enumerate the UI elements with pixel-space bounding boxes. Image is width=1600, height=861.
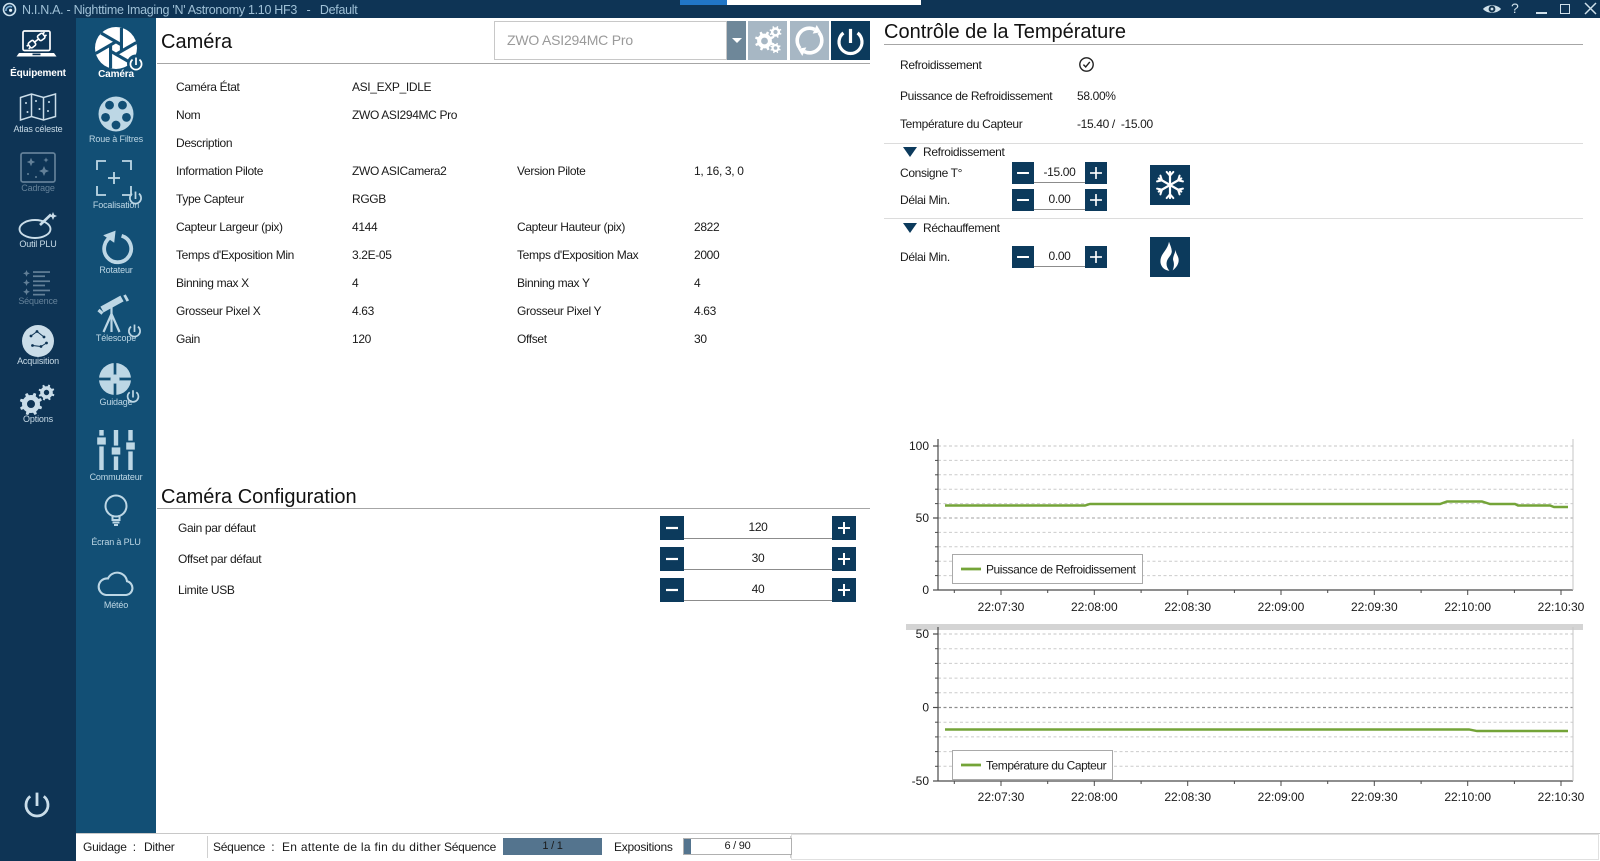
svg-text:Puissance de Refroidissement: Puissance de Refroidissement: [986, 563, 1137, 577]
svg-text:22:09:30: 22:09:30: [1351, 790, 1398, 804]
svg-text:100: 100: [909, 439, 929, 453]
svg-text:22:10:30: 22:10:30: [1538, 600, 1585, 614]
svg-text:22:09:00: 22:09:00: [1258, 600, 1305, 614]
svg-text:22:10:00: 22:10:00: [1444, 790, 1491, 804]
svg-text:22:08:30: 22:08:30: [1164, 600, 1211, 614]
svg-text:Température du Capteur: Température du Capteur: [986, 759, 1107, 773]
svg-text:22:09:30: 22:09:30: [1351, 600, 1398, 614]
svg-text:50: 50: [916, 511, 930, 525]
svg-text:22:08:00: 22:08:00: [1071, 790, 1118, 804]
svg-text:22:10:00: 22:10:00: [1444, 600, 1491, 614]
svg-text:22:09:00: 22:09:00: [1258, 790, 1305, 804]
svg-text:22:10:30: 22:10:30: [1538, 790, 1585, 804]
svg-text:22:07:30: 22:07:30: [978, 600, 1025, 614]
svg-text:22:08:30: 22:08:30: [1164, 790, 1211, 804]
svg-text:22:08:00: 22:08:00: [1071, 600, 1118, 614]
svg-text:50: 50: [916, 627, 930, 641]
svg-text:22:07:30: 22:07:30: [978, 790, 1025, 804]
svg-text:0: 0: [922, 583, 929, 597]
svg-text:-50: -50: [912, 774, 930, 788]
svg-text:0: 0: [922, 701, 929, 715]
